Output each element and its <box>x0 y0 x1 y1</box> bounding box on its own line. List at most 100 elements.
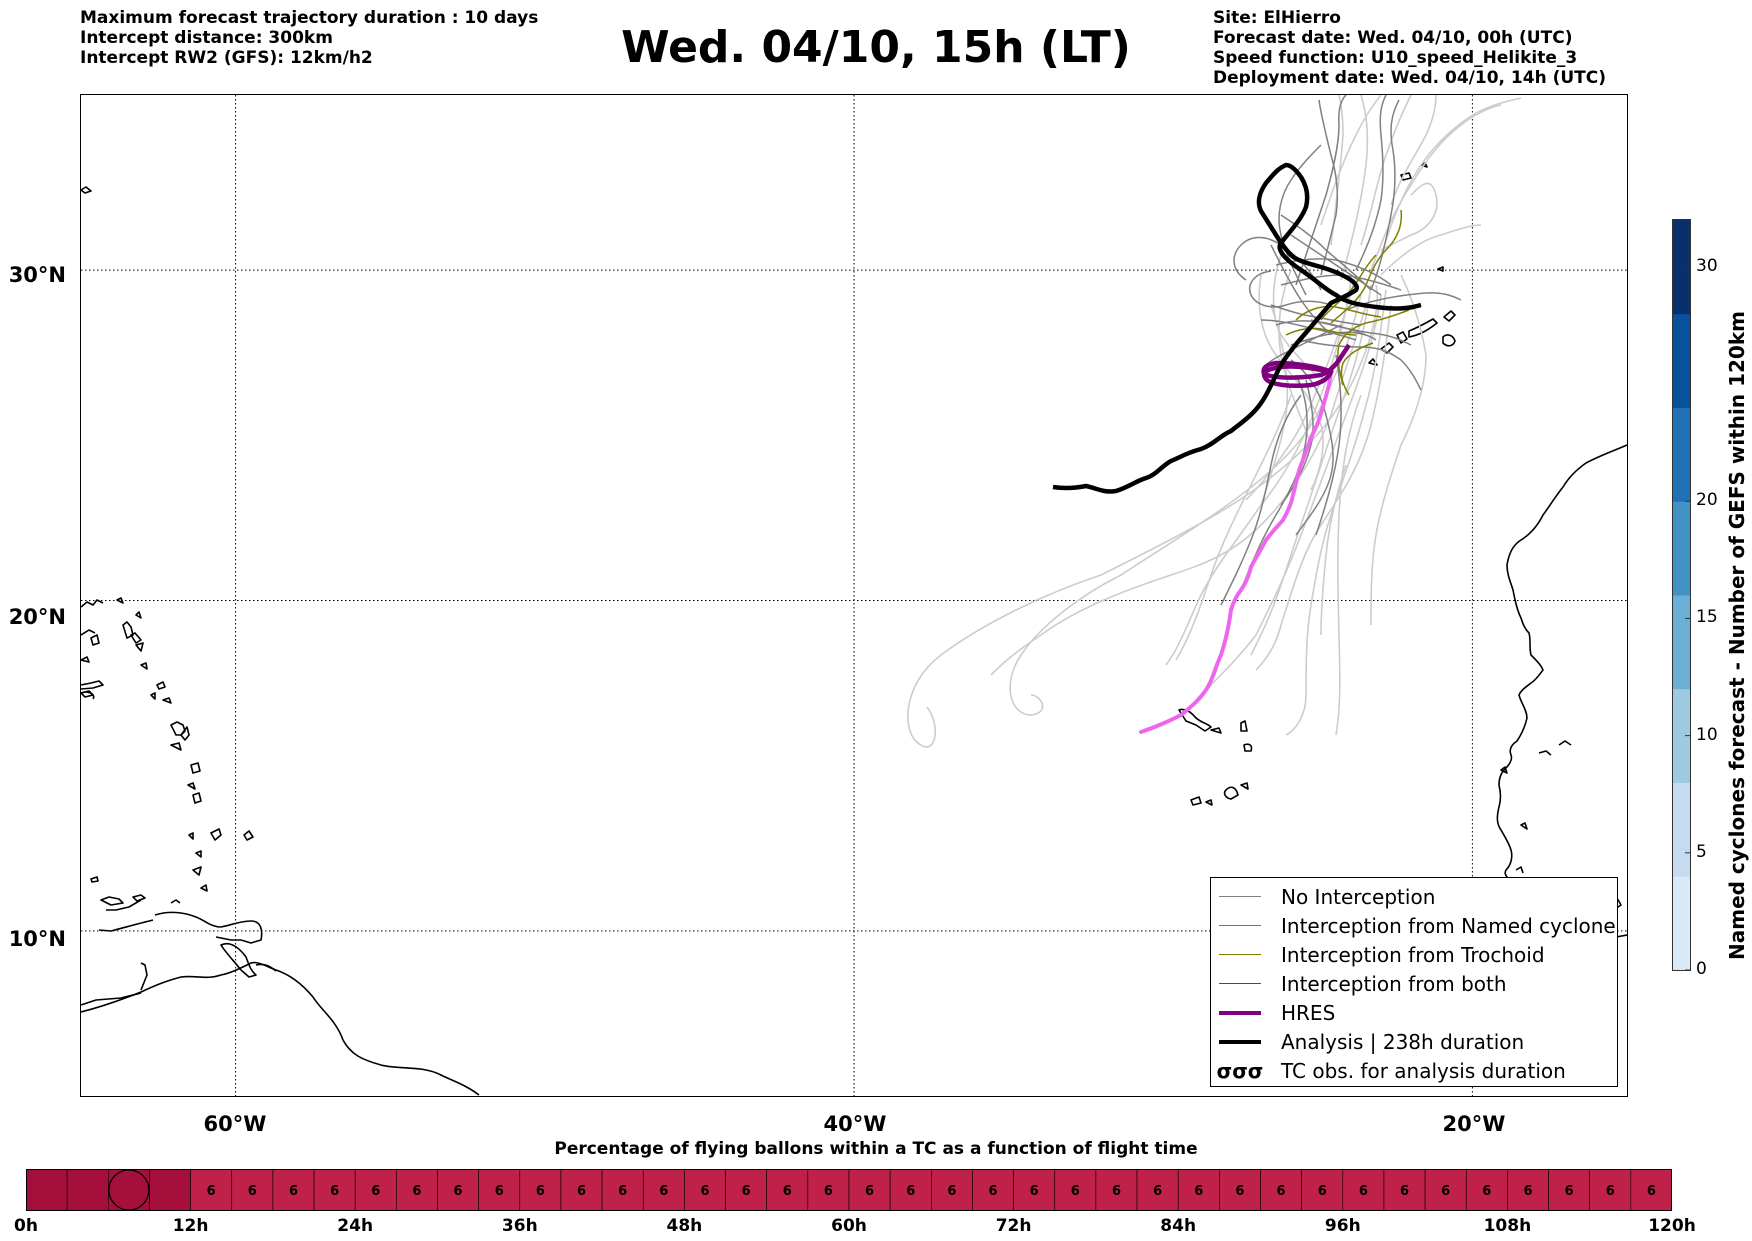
ensemble-track <box>907 284 1379 748</box>
timebar-cell <box>1054 1169 1097 1211</box>
timebar-cell <box>1383 1169 1426 1211</box>
timebar-cell-value: 6 <box>1194 1184 1203 1199</box>
timebar-cell-value: 6 <box>1606 1184 1615 1199</box>
timebar-cell-value: 6 <box>989 1184 998 1199</box>
info-line: Intercept RW2 (GFS): 12km/h2 <box>80 48 373 68</box>
time-label: 120h <box>1648 1216 1696 1236</box>
colorbar-step <box>1673 688 1690 783</box>
timebar-cell <box>1507 1169 1549 1211</box>
colorbar-tick-label: 5 <box>1696 841 1707 862</box>
legend-swatch <box>1218 925 1262 926</box>
colorbar-tick-label: 15 <box>1696 607 1718 628</box>
legend-item: Interception from Named cyclone <box>1211 911 1617 940</box>
timebar-cell <box>889 1169 932 1211</box>
map-legend: No Interception Interception from Named c… <box>1210 877 1618 1087</box>
lat-label-10n: 10°N <box>8 927 66 951</box>
ensemble-track <box>1258 274 1324 491</box>
forecast-info: Site: ElHierro Forecast date: Wed. 04/10… <box>1213 8 1606 88</box>
timebar-cell <box>684 1169 726 1211</box>
time-label: 96h <box>1324 1216 1361 1236</box>
timebar-cell-value: 6 <box>371 1184 380 1199</box>
legend-item: σσσ TC obs. for analysis duration <box>1211 1056 1617 1085</box>
timebar-cell-value: 6 <box>1030 1184 1039 1199</box>
timebar-cell-value: 6 <box>1482 1184 1491 1199</box>
ensemble-track <box>1380 182 1438 251</box>
ensemble-track <box>1340 95 1369 281</box>
colorbar-step <box>1673 782 1690 877</box>
light-member-tracks <box>907 95 1522 748</box>
timebar-cell-value: 6 <box>906 1184 915 1199</box>
timebar-cell-value: 6 <box>1565 1184 1574 1199</box>
timebar-cell-value: 6 <box>659 1184 668 1199</box>
timebar-cell <box>642 1169 685 1211</box>
timebar-cell-value: 6 <box>618 1184 627 1199</box>
legend-swatch <box>1218 1039 1262 1044</box>
legend-label: No Interception <box>1281 884 1436 909</box>
timebar-cell <box>1342 1169 1385 1211</box>
ensemble-track <box>1220 394 1302 606</box>
ensemble-track <box>1200 294 1382 696</box>
info-line: Site: ElHierro <box>1213 8 1341 28</box>
time-label: 36h <box>501 1216 538 1236</box>
ensemble-track <box>1285 289 1387 736</box>
colorbar-gradient <box>1673 220 1690 971</box>
info-line: Speed function: U10_speed_Helikite_3 <box>1213 48 1578 68</box>
colorbar-tick-label: 20 <box>1696 490 1718 511</box>
legend-label: Analysis | 238h duration <box>1281 1029 1525 1054</box>
legend-label: TC obs. for analysis duration <box>1281 1058 1566 1083</box>
hres-track <box>1261 343 1351 388</box>
colorbar-step <box>1673 407 1690 502</box>
timebar-cell <box>231 1169 274 1211</box>
ensemble-track <box>1249 270 1332 308</box>
legend-label: Interception from both <box>1281 971 1507 996</box>
ensemble-track <box>1320 95 1382 226</box>
legend-swatch <box>1218 896 1262 897</box>
ensemble-track <box>1175 394 1292 661</box>
info-line: Forecast date: Wed. 04/10, 00h (UTC) <box>1213 28 1573 48</box>
timebar-cell <box>149 1169 191 1211</box>
timebar-cell <box>560 1169 603 1211</box>
ensemble-track <box>1345 292 1462 311</box>
timebar-cell-value: 6 <box>289 1184 298 1199</box>
time-label: 48h <box>666 1216 703 1236</box>
colorbar-step <box>1673 220 1690 315</box>
timebar-cell <box>190 1169 233 1211</box>
time-label: 108h <box>1483 1216 1532 1236</box>
timebar-cell <box>1013 1169 1056 1211</box>
timebar-cell <box>478 1169 521 1211</box>
ensemble-track <box>1380 97 1522 256</box>
timebar-cell <box>354 1169 397 1211</box>
time-label: 72h <box>995 1216 1032 1236</box>
timebar-cell <box>1301 1169 1344 1211</box>
info-line: Maximum forecast trajectory duration : 1… <box>80 8 539 28</box>
timebar-cell <box>1219 1169 1261 1211</box>
timebar-cell <box>807 1169 850 1211</box>
timebar-cell <box>26 1169 68 1211</box>
info-line: Deployment date: Wed. 04/10, 14h (UTC) <box>1213 68 1607 88</box>
timebar-cell-value: 6 <box>1277 1184 1286 1199</box>
ensemble-track <box>1255 304 1392 671</box>
colorbar <box>1672 219 1691 971</box>
ensemble-track <box>1275 320 1367 336</box>
ensemble-track <box>1270 304 1362 326</box>
legend-label: HRES <box>1281 1000 1336 1025</box>
timebar-cell-value: 6 <box>248 1184 257 1199</box>
ensemble-track <box>1335 394 1362 736</box>
timebar-cell <box>1177 1169 1220 1211</box>
hres-forecast-track <box>1139 370 1333 734</box>
timebar-cell-value: 6 <box>577 1184 586 1199</box>
ensemble-track <box>1270 244 1332 336</box>
timebar-cell <box>1465 1169 1508 1211</box>
lon-label-60w: 60°W <box>203 1112 267 1136</box>
analysis-track <box>1052 162 1422 494</box>
info-line: Intercept distance: 300km <box>80 28 333 48</box>
timebar-cell-value: 6 <box>1112 1184 1121 1199</box>
ensemble-track <box>1278 144 1322 296</box>
colorbar-tick-label: 0 <box>1696 959 1707 979</box>
timebar-cell-value: 6 <box>1235 1184 1244 1199</box>
legend-swatch <box>1218 954 1262 955</box>
legend-item: Analysis | 238h duration <box>1211 1027 1617 1056</box>
colorbar-tick-label: 10 <box>1696 724 1718 745</box>
legend-label: Interception from Named cyclone <box>1281 913 1616 938</box>
lat-label-30n: 30°N <box>8 263 66 287</box>
